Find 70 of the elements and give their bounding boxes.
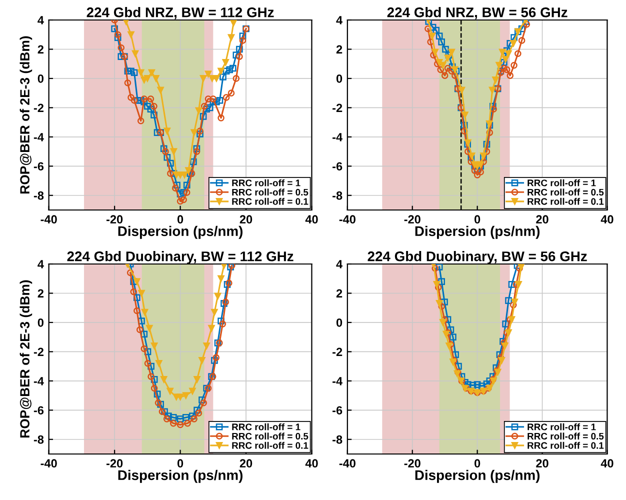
chart-title: 224 Gbd Duobinary, BW = 56 GHz bbox=[368, 251, 587, 264]
y-tick-label: -2 bbox=[34, 104, 44, 112]
y-tick-label: 2 bbox=[336, 45, 342, 54]
x-tick-label: -20 bbox=[404, 459, 420, 468]
y-tick-label: 4 bbox=[336, 16, 343, 24]
y-tick-label: -2 bbox=[332, 348, 342, 356]
legend-label: RRC roll-off = 0.5 bbox=[528, 188, 604, 196]
chart-title: 224 Gbd NRZ, BW = 56 GHz bbox=[387, 7, 568, 20]
legend-label: RRC roll-off = 0.1 bbox=[232, 198, 308, 205]
y-tick-label: -4 bbox=[332, 133, 343, 142]
legend-label: RRC roll-off = 0.5 bbox=[528, 432, 604, 440]
legend-label: RRC roll-off = 0.5 bbox=[232, 432, 308, 440]
x-tick-label: 0 bbox=[177, 215, 184, 224]
x-axis-title: Dispersion (ps/nm) bbox=[415, 226, 540, 239]
x-tick-label: -40 bbox=[40, 459, 57, 468]
y-tick-label: 4 bbox=[38, 16, 44, 24]
x-axis-title: Dispersion (ps/nm) bbox=[118, 470, 242, 483]
y-tick-label: -2 bbox=[34, 348, 44, 356]
x-tick-label: -20 bbox=[106, 215, 123, 224]
x-tick-label: 0 bbox=[177, 459, 184, 468]
y-tick-label: 2 bbox=[38, 45, 44, 54]
legend-label: RRC roll-off = 1 bbox=[528, 423, 596, 430]
legend-label: RRC roll-off = 1 bbox=[232, 423, 300, 430]
y-tick-label: 4 bbox=[38, 260, 44, 268]
chart-title: 224 Gbd NRZ, BW = 112 GHz bbox=[86, 7, 274, 20]
x-tick-label: 40 bbox=[600, 215, 614, 224]
y-axis-title: ROP@BER of 2E-3 (dBm) bbox=[20, 280, 32, 438]
legend-label: RRC roll-off = 0.1 bbox=[232, 442, 308, 449]
y-tick-label: -8 bbox=[34, 435, 44, 444]
x-axis-title: Dispersion (ps/nm) bbox=[118, 226, 242, 239]
y-tick-label: 0 bbox=[336, 318, 342, 327]
chart-title: 224 Gbd Duobinary, BW = 112 GHz bbox=[67, 251, 294, 264]
x-tick-label: 0 bbox=[474, 459, 480, 468]
x-tick-label: -20 bbox=[404, 215, 420, 224]
legend-label: RRC roll-off = 1 bbox=[232, 179, 300, 186]
y-tick-label: 0 bbox=[336, 74, 342, 83]
x-tick-label: 20 bbox=[536, 459, 548, 468]
y-tick-label: 0 bbox=[38, 74, 44, 83]
y-tick-label: -4 bbox=[332, 377, 343, 386]
y-tick-label: -8 bbox=[34, 191, 44, 200]
x-tick-label: 40 bbox=[600, 459, 614, 468]
x-tick-label: -40 bbox=[339, 459, 356, 468]
y-axis-title: ROP@BER of 2E-3 (dBm) bbox=[20, 36, 32, 194]
x-tick-label: 20 bbox=[240, 215, 252, 224]
legend-label: RRC roll-off = 0.1 bbox=[528, 442, 604, 449]
x-tick-label: 0 bbox=[474, 215, 480, 224]
y-tick-label: 4 bbox=[336, 260, 343, 268]
y-tick-label: -6 bbox=[332, 406, 342, 415]
y-tick-label: 0 bbox=[38, 318, 44, 327]
x-tick-label: -40 bbox=[40, 215, 57, 224]
y-tick-label: 2 bbox=[38, 289, 44, 298]
y-tick-label: -4 bbox=[34, 133, 44, 142]
y-tick-label: -8 bbox=[332, 435, 342, 444]
x-tick-label: 20 bbox=[536, 215, 548, 224]
y-tick-label: 2 bbox=[336, 289, 342, 298]
x-axis-title: Dispersion (ps/nm) bbox=[415, 470, 540, 483]
y-tick-label: -6 bbox=[332, 162, 342, 171]
x-tick-label: -40 bbox=[339, 215, 356, 224]
y-tick-label: -4 bbox=[34, 377, 44, 386]
legend-label: RRC roll-off = 0.1 bbox=[528, 198, 604, 205]
x-tick-label: 20 bbox=[240, 459, 252, 468]
legend-label: RRC roll-off = 0.5 bbox=[232, 188, 308, 196]
y-tick-label: -6 bbox=[34, 162, 44, 171]
y-tick-label: -8 bbox=[332, 191, 342, 200]
y-tick-label: -6 bbox=[34, 406, 44, 415]
x-tick-label: 40 bbox=[305, 215, 318, 224]
x-tick-label: 40 bbox=[305, 459, 318, 468]
y-tick-label: -2 bbox=[332, 104, 342, 112]
x-tick-label: -20 bbox=[106, 459, 123, 468]
legend-label: RRC roll-off = 1 bbox=[528, 179, 596, 186]
